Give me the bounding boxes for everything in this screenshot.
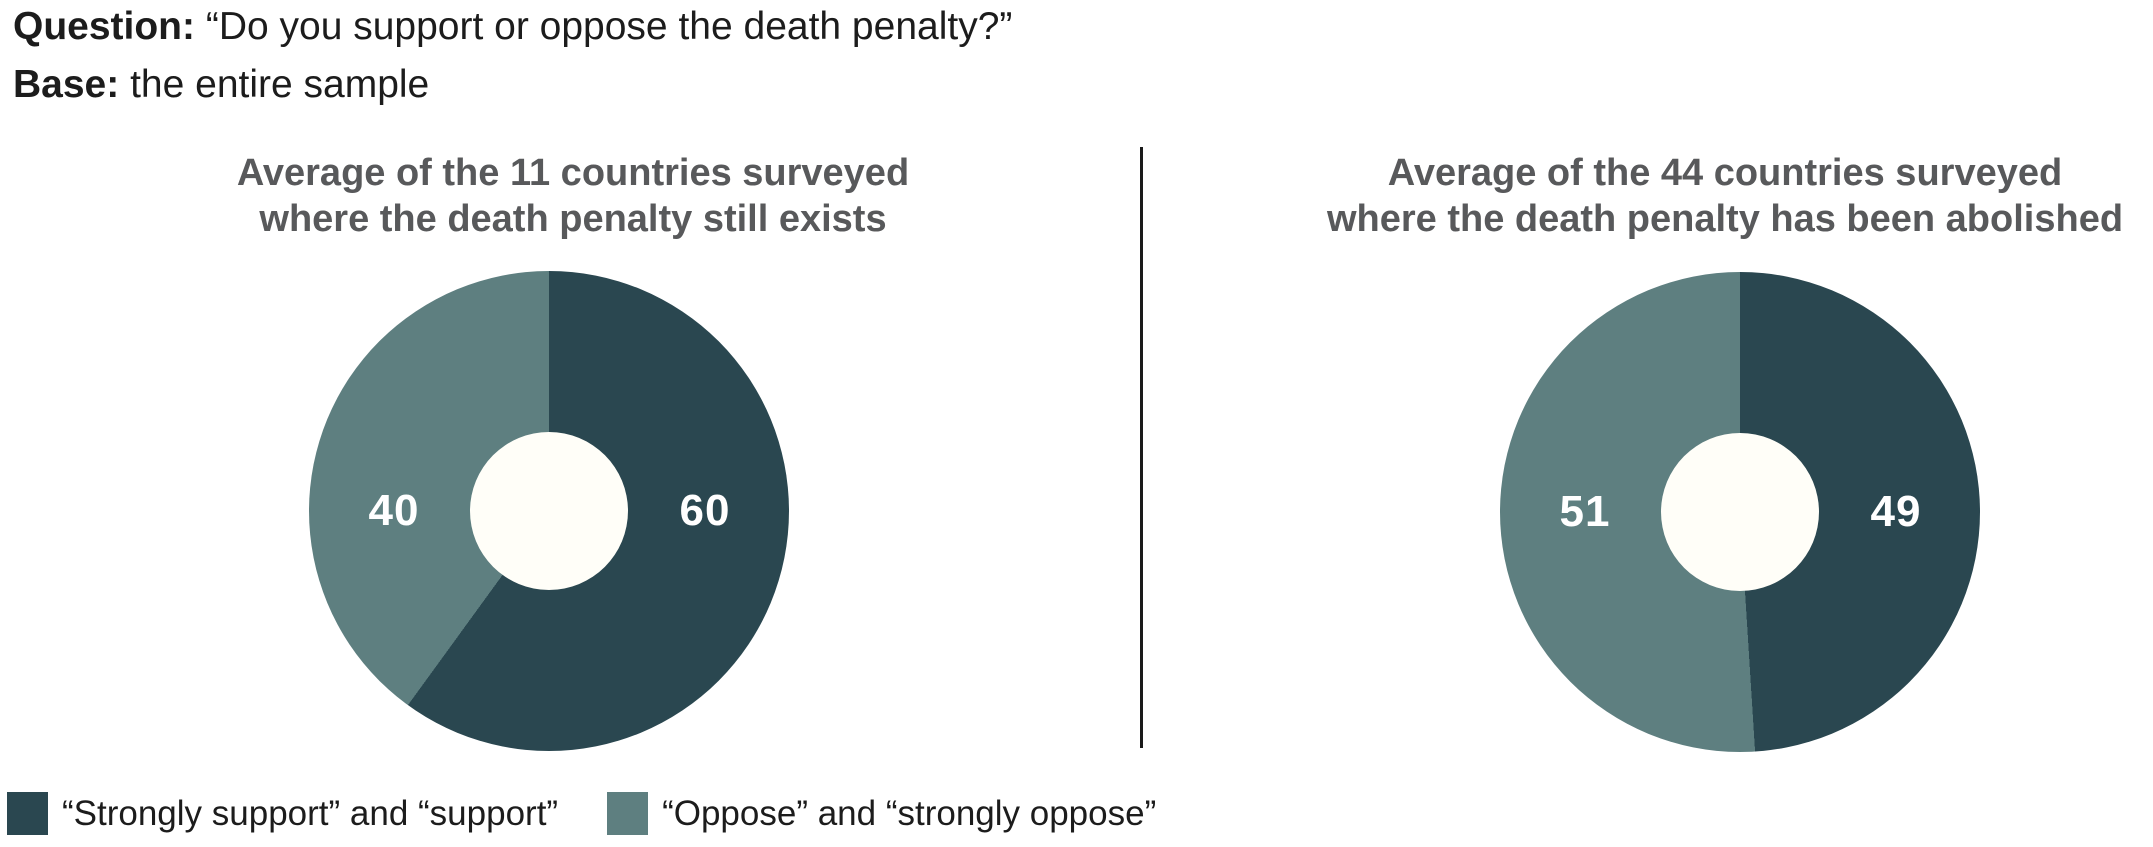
donut-chart-abolished: 51 49	[1500, 272, 1980, 752]
right-chart-title-line2: where the death penalty has been abolish…	[1326, 198, 2124, 240]
legend-swatch-support	[7, 792, 48, 835]
legend-item-oppose: “Oppose” and “strongly oppose”	[607, 792, 1156, 835]
legend-label-oppose: “Oppose” and “strongly oppose”	[662, 794, 1157, 833]
legend: “Strongly support” and “support” “Oppose…	[7, 792, 1156, 835]
figure-header: Question: “Do you support or oppose the …	[13, 2, 1012, 118]
value-label-support-right: 49	[1870, 487, 1922, 536]
legend-label-support: “Strongly support” and “support”	[62, 794, 559, 833]
left-chart-title: Average of the 11 countries surveyed whe…	[58, 150, 1088, 242]
value-label-oppose-right: 51	[1559, 487, 1611, 536]
donut-hole	[470, 432, 628, 590]
left-chart-title-line2: where the death penalty still exists	[259, 198, 887, 240]
base-label: Base:	[13, 63, 120, 106]
donut-hole	[1661, 433, 1819, 591]
right-chart-title-line1: Average of the 44 countries surveyed	[1387, 152, 2063, 194]
value-label-oppose-left: 40	[368, 486, 420, 535]
left-chart-title-line1: Average of the 11 countries surveyed	[236, 152, 910, 194]
legend-swatch-oppose	[607, 792, 649, 835]
right-chart-title: Average of the 44 countries surveyed whe…	[1275, 150, 2153, 242]
vertical-divider	[1140, 147, 1143, 748]
base-line: Base: the entire sample	[13, 60, 1012, 110]
legend-item-support: “Strongly support” and “support”	[7, 792, 558, 835]
question-label: Question:	[13, 5, 195, 48]
question-line: Question: “Do you support or oppose the …	[13, 2, 1012, 52]
donut-chart-still-exists: 40 60	[309, 271, 789, 751]
base-text: the entire sample	[130, 63, 430, 106]
question-text: “Do you support or oppose the death pena…	[205, 5, 1013, 48]
value-label-support-left: 60	[679, 486, 731, 535]
